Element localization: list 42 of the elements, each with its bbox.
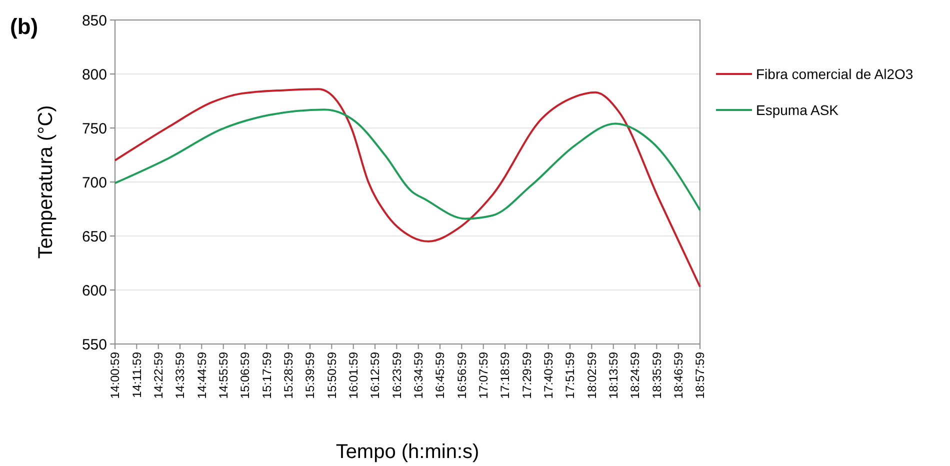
x-axis-title: Tempo (h:min:s)	[336, 441, 480, 463]
x-tick-label: 18:57:59	[693, 352, 708, 399]
x-tick-label: 14:22:59	[152, 352, 166, 399]
y-tick-label: 650	[82, 228, 107, 246]
x-tick-label: 14:33:59	[173, 352, 188, 399]
x-tick-label: 14:55:59	[216, 352, 231, 399]
x-tick-label: 17:18:59	[498, 352, 512, 399]
chart-title: (b)	[10, 14, 38, 39]
x-tick-label: 15:06:59	[238, 352, 252, 399]
x-tick-label: 15:39:59	[303, 352, 318, 399]
line-series	[114, 88, 701, 288]
y-tick-label: 550	[82, 336, 107, 354]
x-tick-label: 18:46:59	[672, 352, 686, 399]
y-tick-label: 800	[82, 66, 107, 84]
x-tick-label: 16:45:59	[433, 352, 448, 399]
y-tick-label: 750	[82, 120, 107, 138]
x-tick-label: 16:34:59	[412, 352, 426, 399]
line-series	[114, 108, 701, 220]
x-tick-label: 16:12:59	[368, 352, 382, 399]
x-tick-label: 18:35:59	[650, 352, 664, 399]
x-tick-label: 18:24:59	[628, 352, 642, 399]
y-tick-label: 850	[82, 12, 107, 30]
x-tick-label: 17:29:59	[520, 352, 534, 399]
legend-label: Espuma ASK	[756, 102, 840, 118]
x-tick-label: 16:56:59	[454, 352, 469, 399]
y-axis-title: Temperatura (°C)	[35, 105, 57, 259]
x-tick-label: 16:23:59	[390, 352, 404, 399]
x-tick-label: 17:51:59	[563, 352, 578, 399]
x-tick-label: 16:01:59	[346, 352, 361, 399]
x-tick-label: 18:13:59	[606, 352, 621, 399]
x-tick-label: 15:17:59	[260, 352, 274, 399]
y-tick-label: 600	[82, 282, 107, 300]
x-tick-label: 15:50:59	[324, 352, 339, 399]
legend-label: Fibra comercial de Al2O3	[756, 66, 914, 82]
x-tick-label: 18:02:59	[584, 352, 599, 399]
x-tick-label: 17:40:59	[542, 352, 556, 399]
y-tick-label: 700	[82, 174, 107, 192]
x-tick-label: 14:11:59	[130, 352, 144, 398]
x-tick-label: 14:44:59	[194, 352, 209, 399]
x-tick-label: 17:07:59	[476, 352, 491, 399]
x-tick-label: 14:00:59	[108, 352, 122, 399]
x-tick-label: 15:28:59	[282, 352, 296, 399]
